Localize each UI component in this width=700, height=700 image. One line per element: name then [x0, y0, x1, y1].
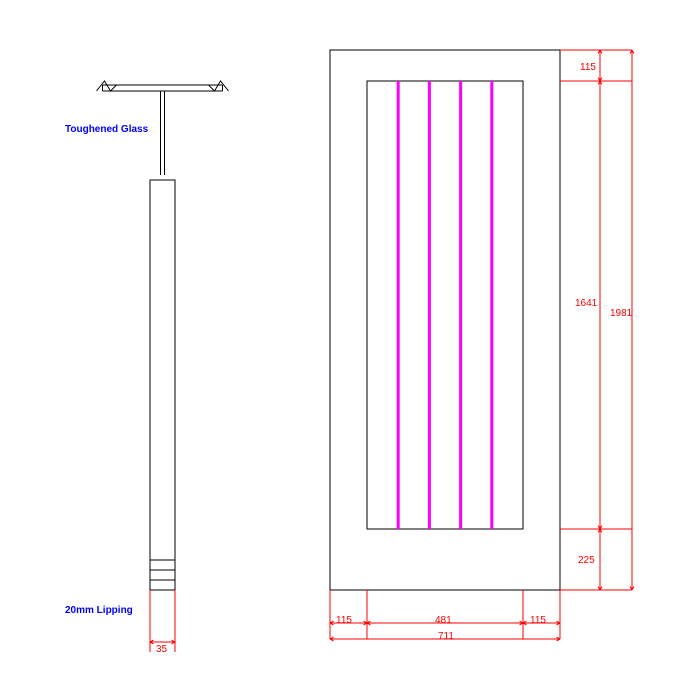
technical-drawing	[0, 0, 700, 700]
